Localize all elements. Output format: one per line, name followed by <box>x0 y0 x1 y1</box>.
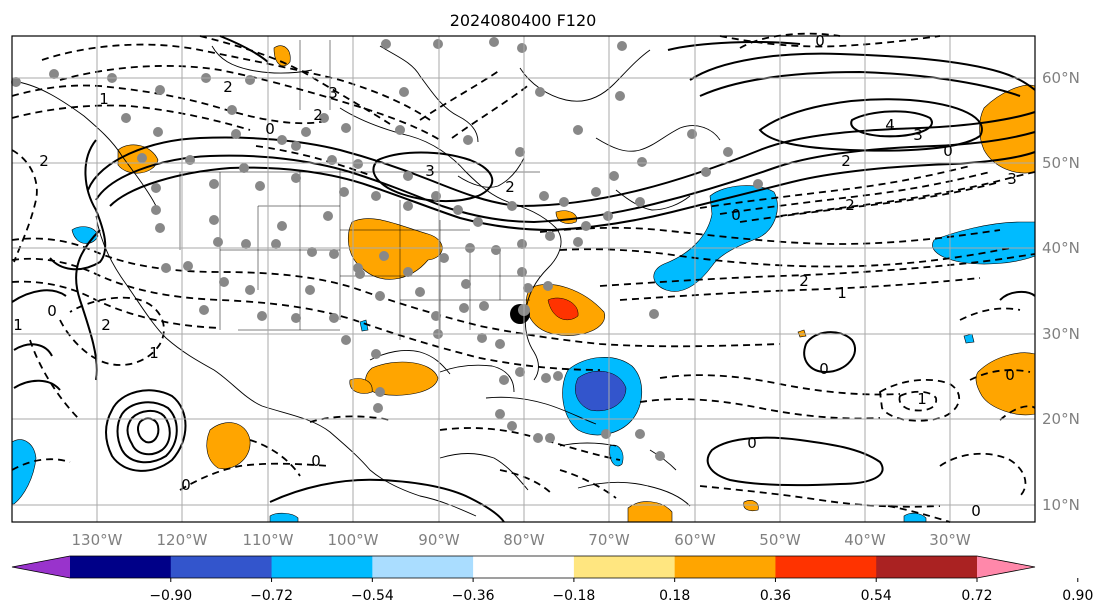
colorbar-tick-label: 0.90 <box>1062 588 1093 604</box>
contour-label: 0 <box>819 360 829 378</box>
gridlines <box>12 36 1035 522</box>
contour-label: 0 <box>815 32 825 50</box>
colorbar-segment <box>876 556 978 578</box>
colorbar-extend-high <box>977 556 1035 578</box>
colorbar-tick-label: 0.36 <box>760 588 791 604</box>
colorbar-segment <box>573 556 676 578</box>
contour-label: 2 <box>39 152 49 170</box>
contour-label: 0 <box>265 120 275 138</box>
contour-label: 0 <box>731 206 741 224</box>
colorbar-labels: −0.90 −0.72 −0.54 −0.36 −0.18 0.18 0.36 0.54 0.7… <box>149 578 1093 604</box>
station-dots <box>11 37 763 461</box>
lat-label: 20°N <box>1042 410 1080 428</box>
colorbar-tick-label: 0.54 <box>861 588 892 604</box>
colorbar-tick-label: −0.90 <box>149 588 192 604</box>
lon-label: 110°W <box>243 531 294 549</box>
contour-label: 1 <box>99 90 109 108</box>
map-frame <box>11 35 1036 523</box>
lon-label: 30°W <box>929 531 971 549</box>
colorbar-segment <box>70 556 172 578</box>
contour-label: 0 <box>1005 366 1015 384</box>
colorbar-tick-label: −0.54 <box>351 588 394 604</box>
lon-label: 40°W <box>844 531 886 549</box>
strong-negative-fill <box>575 371 627 412</box>
contour-label: 1 <box>13 316 23 334</box>
colorbar-segment <box>271 556 373 578</box>
lon-label: 90°W <box>418 531 460 549</box>
state-borders <box>150 40 540 340</box>
strong-positive-fill <box>547 297 579 320</box>
lat-label: 10°N <box>1042 496 1080 514</box>
contour-labels: 2 3 0 2 3 2 0 4 3 2 0 2 3 2 1 0 2 1 0 1 … <box>13 32 1017 520</box>
contour-label: 2 <box>223 78 233 96</box>
contour-label: 3 <box>913 126 923 144</box>
lon-label: 80°W <box>503 531 545 549</box>
colorbar-tick-label: 0.72 <box>961 588 992 604</box>
lat-label: 30°N <box>1042 325 1080 343</box>
lat-label: 60°N <box>1042 69 1080 87</box>
lon-label: 100°W <box>328 531 379 549</box>
contour-label: 3 <box>1007 170 1017 188</box>
colorbar-segment <box>775 556 877 578</box>
dashed-contours <box>11 32 1036 523</box>
lon-label: 120°W <box>157 531 208 549</box>
contour-label: 4 <box>885 116 895 134</box>
contour-label: 1 <box>837 284 847 302</box>
contour-label: 2 <box>313 106 323 124</box>
colorbar-tick-label: −0.72 <box>250 588 293 604</box>
colorbar-segment <box>674 556 776 578</box>
colorbar-segment <box>372 556 474 578</box>
latitude-labels: 60°N 50°N 40°N 30°N 20°N 10°N <box>1042 69 1080 514</box>
colorbar-tick-label: −0.36 <box>452 588 495 604</box>
lon-label: 50°W <box>759 531 801 549</box>
colorbar-tick-label: 0.18 <box>659 588 690 604</box>
highlight-station <box>510 304 530 324</box>
colorbar-tick-label: −0.18 <box>552 588 595 604</box>
colorbar-outline <box>11 555 1036 579</box>
map-panel: 2 3 0 2 3 2 0 4 3 2 0 2 3 2 1 0 2 1 0 1 … <box>11 32 1036 523</box>
contour-label: 0 <box>181 476 191 494</box>
contour-label: 1 <box>149 344 159 362</box>
contour-label: 0 <box>47 302 57 320</box>
colorbar-segment <box>473 556 575 578</box>
contour-label: 2 <box>505 178 515 196</box>
contour-label: 2 <box>799 272 809 290</box>
contour-label: 0 <box>747 434 757 452</box>
contour-label: 0 <box>311 452 321 470</box>
figure-title: 2024080400 F120 <box>450 11 597 30</box>
contour-label: 3 <box>328 84 338 102</box>
contour-label: 2 <box>101 316 111 334</box>
lat-label: 40°N <box>1042 239 1080 257</box>
contour-label: 0 <box>971 502 981 520</box>
contour-label: 3 <box>425 162 435 180</box>
contour-label: 1 <box>917 390 927 408</box>
contour-label: 2 <box>845 196 855 214</box>
contour-label: 0 <box>943 142 953 160</box>
lon-label: 60°W <box>674 531 716 549</box>
colorbar-segment <box>170 556 273 578</box>
colorbar-extend-low <box>12 556 70 578</box>
lon-label: 70°W <box>588 531 630 549</box>
colorbar <box>11 555 1036 579</box>
contour-label: 2 <box>841 152 851 170</box>
lon-label: 130°W <box>72 531 123 549</box>
longitude-labels: 130°W 120°W 110°W 100°W 90°W 80°W 70°W 6… <box>72 531 971 549</box>
lat-label: 50°N <box>1042 154 1080 172</box>
